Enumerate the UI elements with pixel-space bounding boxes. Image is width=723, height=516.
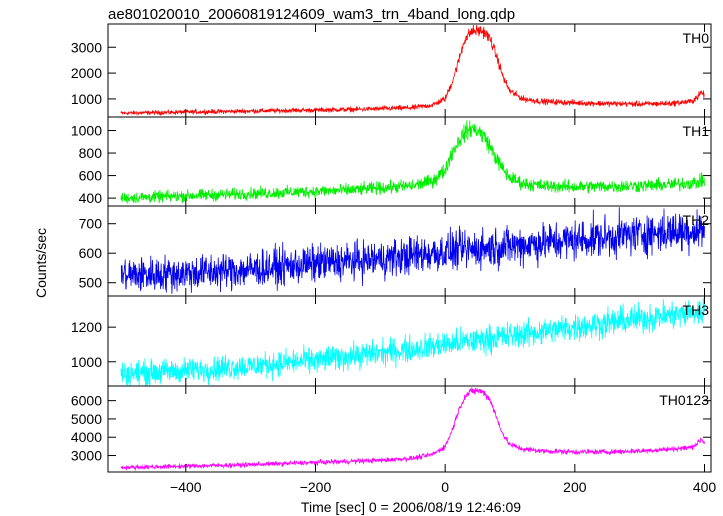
panels: 1000 2000 3000 TH0 400 600 800 1000 TH1 500 600 700…: [71, 23, 712, 473]
panel-frame: [107, 385, 712, 473]
x-tick-label: 400: [693, 479, 717, 495]
chart-title: ae801020010_20060819124609_wam3_trn_4ban…: [108, 6, 515, 23]
y-tick-label: 600: [79, 245, 103, 261]
x-tick-label: 0: [441, 479, 449, 495]
y-tick-label: 3000: [71, 448, 102, 464]
y-tick-label: 1200: [71, 319, 102, 335]
y-tick-label: 1000: [71, 91, 102, 107]
panel-label: TH0: [683, 30, 710, 46]
panel-th1: 400 600 800 1000 TH1: [71, 116, 712, 207]
panel-th3: 1000 1200 TH3: [71, 295, 712, 387]
series-line-th1: [120, 120, 705, 204]
panel-th2: 500 600 700 TH2: [79, 205, 712, 297]
y-tick-label: 1000: [71, 123, 102, 139]
panel-label: TH3: [683, 302, 710, 318]
y-tick-label: 500: [79, 275, 103, 291]
y-tick-label: 600: [79, 168, 103, 184]
panel-label: TH2: [683, 212, 710, 228]
panel-label: TH1: [683, 123, 710, 139]
x-tick-label: −200: [300, 479, 332, 495]
y-tick-label: 5000: [71, 411, 102, 427]
y-tick-label: 400: [79, 190, 103, 206]
x-axis: −400 −200 0 200 400: [170, 479, 716, 495]
x-tick-label: 200: [563, 479, 587, 495]
y-tick-label: 3000: [71, 39, 102, 55]
y-tick-label: 1000: [71, 354, 102, 370]
x-axis-label: Time [sec] 0 = 2006/08/19 12:46:09: [301, 499, 521, 515]
panel-th0: 1000 2000 3000 TH0: [71, 23, 712, 118]
series-line-th2: [120, 207, 705, 294]
y-tick-label: 6000: [71, 393, 102, 409]
y-tick-label: 700: [79, 216, 103, 232]
series-line-th0: [120, 25, 705, 116]
y-tick-label: 4000: [71, 429, 102, 445]
panel-th0123: 3000 4000 5000 6000 TH0123: [71, 385, 712, 473]
panel-label: TH0123: [659, 392, 709, 408]
y-tick-label: 800: [79, 145, 103, 161]
series-line-th0123: [120, 387, 705, 472]
x-tick-label: −400: [170, 479, 202, 495]
y-axis-label: Counts/sec: [33, 228, 49, 298]
y-tick-label: 2000: [71, 65, 102, 81]
series-line-th3: [120, 297, 705, 386]
